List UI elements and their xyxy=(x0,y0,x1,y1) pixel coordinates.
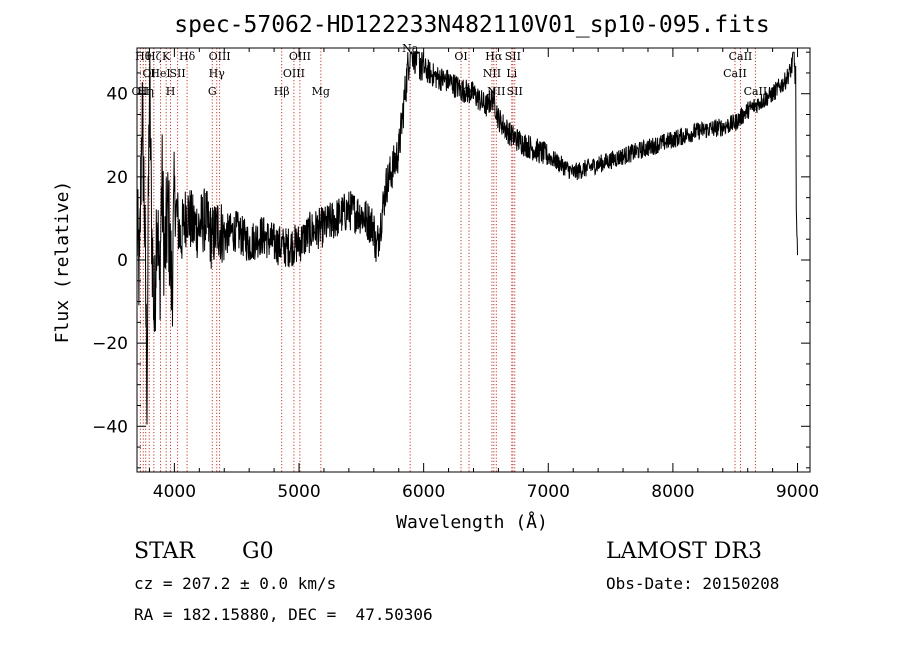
line-label-11: Hγ xyxy=(209,67,226,80)
spectral-line-labels: OII Hθ Hη OI Hζ HeI K H SII Hδ G Hγ OIII Hβ OIII OIII Mg… xyxy=(132,42,768,98)
line-label-4: Hζ xyxy=(146,50,162,63)
x-axis-label: Wavelength (Å) xyxy=(396,511,548,533)
y-axis-label: Flux (relative) xyxy=(52,181,73,344)
redshift-text: cz = 207.2 ± 0.0 km/s xyxy=(134,574,337,593)
line-label-20: NII xyxy=(483,67,501,80)
survey-name: LAMOST DR3 xyxy=(606,539,762,564)
line-label-27: CaII xyxy=(729,50,753,63)
line-label-2: Hη xyxy=(138,85,154,98)
x-tick-label-4: 8000 xyxy=(651,482,694,502)
line-label-15: OIII xyxy=(289,50,311,63)
y-tick-label-1: −20 xyxy=(92,334,128,354)
line-label-5: HeI xyxy=(150,67,170,80)
line-label-7: H xyxy=(166,85,176,98)
x-tick-label-5: 9000 xyxy=(776,482,819,502)
line-label-24: SII xyxy=(505,50,521,63)
line-label-6: K xyxy=(162,50,171,63)
line-label-10: G xyxy=(208,85,217,98)
x-tick-label-0: 4000 xyxy=(153,482,196,502)
x-tick-label-1: 5000 xyxy=(277,482,320,502)
line-label-1: Hθ xyxy=(135,50,152,63)
line-label-23: Li xyxy=(506,67,517,80)
line-label-25: SII xyxy=(507,85,523,98)
spectral-line-markers xyxy=(139,48,756,472)
line-label-26: CaII xyxy=(723,67,747,80)
plot-frame xyxy=(136,47,811,473)
line-label-0: OII xyxy=(132,85,150,98)
line-label-9: Hδ xyxy=(179,50,196,63)
line-label-14: OIII xyxy=(283,67,305,80)
line-label-8: SII xyxy=(170,67,186,80)
line-label-12: OIII xyxy=(209,50,231,63)
y-tick-label-2: 0 xyxy=(117,251,128,271)
spectrum-series xyxy=(136,50,798,425)
chart-title: spec-57062-HD122233N482110V01_sp10-095.f… xyxy=(174,12,769,38)
x-tick-label-2: 6000 xyxy=(402,482,445,502)
axis-ticks: 4000 5000 6000 7000 8000 9000 −40 −20 0 20 40 xyxy=(92,48,819,502)
y-tick-label-3: 20 xyxy=(106,168,128,188)
observation-date: Obs-Date: 20150208 xyxy=(606,574,780,593)
y-tick-label-0: −40 xyxy=(92,417,128,437)
object-subclass: G0 xyxy=(242,539,274,564)
line-label-16: Mg xyxy=(312,85,330,98)
line-label-18: OI xyxy=(454,50,467,63)
x-tick-label-3: 7000 xyxy=(527,482,570,502)
line-label-13: Hβ xyxy=(274,85,290,98)
object-class: STAR xyxy=(134,539,195,564)
y-tick-label-4: 40 xyxy=(106,85,128,105)
line-label-21: Hα xyxy=(485,50,503,63)
coordinates: RA = 182.15880, DEC = 47.50306 xyxy=(134,605,433,624)
spectrum-line xyxy=(136,50,798,425)
